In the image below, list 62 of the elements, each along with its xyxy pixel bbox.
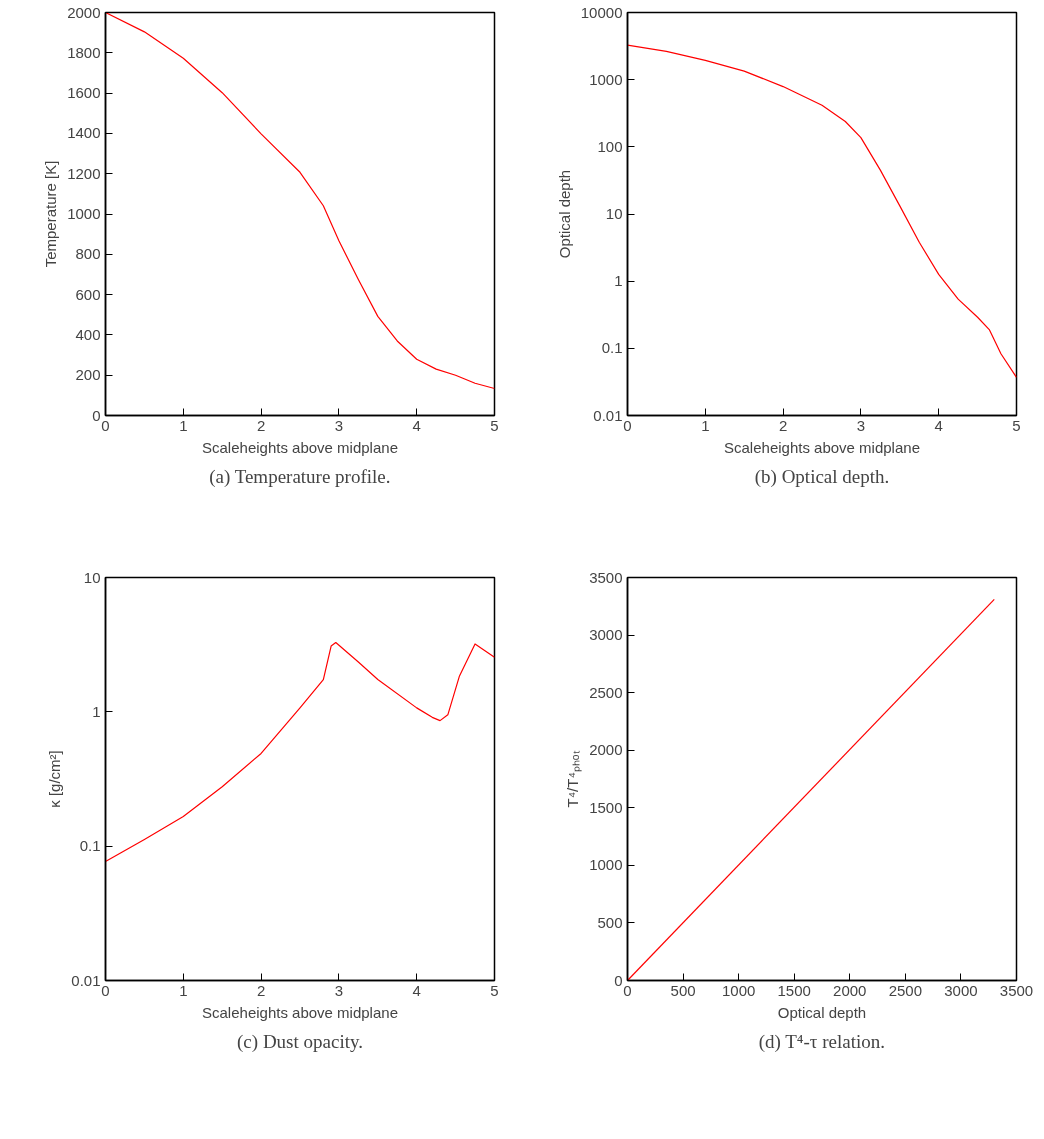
y-tick-label: 800 — [75, 245, 101, 263]
y-axis-title: Optical depth — [555, 169, 573, 259]
y-tick-label: 1500 — [589, 798, 623, 816]
x-tick-label: 1 — [179, 416, 188, 434]
y-tick-label: 1000 — [589, 70, 623, 88]
y-tick-label: 3000 — [589, 626, 623, 644]
x-tick-label: 4 — [934, 416, 943, 434]
text: (a) Temperature profile. — [209, 465, 391, 488]
text: (b) Optical depth. — [754, 465, 890, 488]
y-tick-label: 10 — [605, 205, 623, 222]
x-axis-title: Optical depth — [777, 1003, 867, 1021]
x-tick-label: 5 — [1012, 416, 1021, 434]
text: (d) T⁴-τ relation. — [758, 1030, 885, 1053]
y-axis-title: T⁴/T⁴ₚₕₒₜ — [564, 750, 583, 808]
x-axis-title: Scaleheights above midplane — [202, 1003, 398, 1021]
x-tick-label: 2 — [256, 416, 266, 434]
text: (c) Dust opacity. — [237, 1030, 363, 1053]
x-tick-label: 2 — [256, 981, 266, 999]
y-tick-label: 3500 — [589, 568, 623, 586]
y-tick-label: 1200 — [67, 164, 101, 182]
x-tick-label: 2 — [778, 416, 788, 434]
y-tick-label: 600 — [75, 285, 101, 303]
y-tick-label: 1 — [614, 272, 623, 290]
x-tick-label: 500 — [670, 981, 696, 999]
y-tick-label: 1 — [92, 702, 101, 720]
y-tick-label: 0.01 — [71, 971, 101, 989]
y-tick-label: 1400 — [67, 124, 101, 142]
x-axis-title: Scaleheights above midplane — [202, 438, 398, 456]
y-axis-title: Temperature [K] — [42, 160, 60, 268]
y-tick-label: 0.1 — [79, 837, 101, 855]
x-tick-label: 1 — [179, 981, 188, 999]
x-tick-label: 1500 — [777, 981, 811, 999]
x-tick-label: 3 — [334, 416, 344, 434]
x-tick-label: 3000 — [944, 981, 978, 999]
y-tick-label: 10 — [83, 568, 101, 586]
x-tick-label: 4 — [412, 416, 421, 434]
y-tick-label: 200 — [75, 366, 101, 384]
y-tick-label: 2500 — [589, 683, 623, 701]
x-tick-label: 1 — [701, 416, 710, 434]
y-tick-label: 2000 — [589, 741, 623, 759]
y-axis-title: κ [g/cm²] — [46, 750, 64, 808]
x-tick-label: 3 — [856, 416, 866, 434]
y-tick-label: 0.1 — [601, 339, 623, 357]
y-tick-label: 0.01 — [593, 406, 623, 424]
x-axis-title: Scaleheights above midplane — [724, 438, 920, 456]
x-tick-label: 3 — [334, 981, 344, 999]
x-tick-label: 5 — [490, 416, 499, 434]
x-tick-label: 5 — [490, 981, 499, 999]
y-tick-label: 1000 — [67, 205, 101, 222]
y-tick-label: 1800 — [67, 43, 101, 61]
y-tick-label: 500 — [597, 913, 623, 931]
y-tick-label: 1600 — [67, 84, 101, 102]
y-tick-label: 100 — [597, 137, 623, 155]
x-tick-label: 4 — [412, 981, 421, 999]
x-tick-label: 3500 — [999, 981, 1034, 999]
y-tick-label: 400 — [75, 325, 101, 343]
x-tick-label: 2000 — [833, 981, 867, 999]
x-tick-label: 1000 — [721, 981, 756, 999]
y-tick-label: 2000 — [67, 3, 101, 21]
x-tick-label: 2500 — [888, 981, 923, 999]
y-tick-label: 10000 — [580, 3, 623, 21]
y-tick-label: 1000 — [589, 856, 623, 874]
